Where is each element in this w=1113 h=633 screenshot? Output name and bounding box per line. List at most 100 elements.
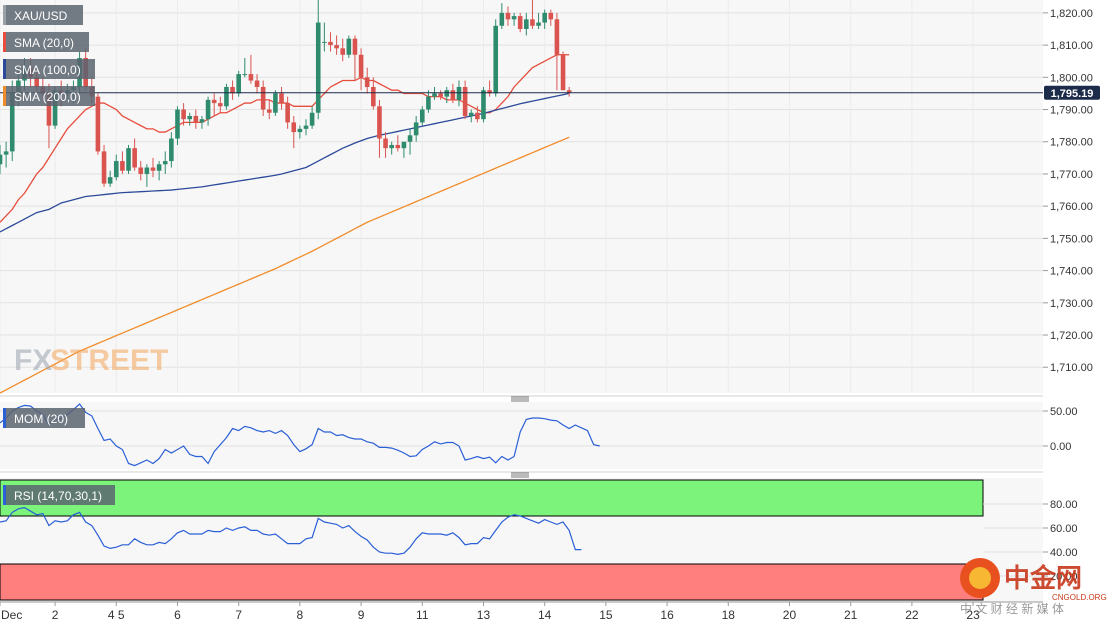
legend-mom-label: MOM (20) — [14, 412, 68, 426]
x-tick-label: 23 — [966, 608, 980, 622]
candle-body — [389, 144, 394, 149]
candle-body — [438, 93, 443, 97]
rsi-tick-label: 80.00 — [1050, 499, 1078, 511]
candle-body — [401, 141, 407, 149]
cngold-tagline: 中 文 财 经 新 媒 体 — [960, 601, 1064, 616]
price-tick-label: 1,800.00 — [1050, 72, 1093, 84]
candle-body — [126, 148, 131, 171]
candle-body — [181, 109, 186, 120]
candle-body — [413, 122, 419, 136]
rsi-overbought-zone — [0, 479, 984, 517]
x-tick-label: 7 — [235, 608, 242, 622]
candle-body — [3, 151, 9, 155]
candle-body — [224, 86, 229, 107]
price-axis: 1,710.00 1,720.00 1,730.00 1,740.00 1,750.00… — [1043, 8, 1093, 374]
cngold-domain: CNGOLD.ORG — [1052, 593, 1107, 602]
candle-body — [505, 12, 511, 20]
candle-body — [132, 148, 137, 168]
resize-handle-1[interactable] — [511, 396, 529, 402]
rsi-axis: 80.00 60.00 40.00 20.00 — [1043, 499, 1078, 583]
x-tick-label: 13 — [477, 608, 491, 622]
candle-body — [169, 138, 174, 162]
rsi-line — [0, 506, 582, 556]
legend-sma100-label: SMA (100,0) — [14, 63, 81, 77]
momentum-axis: 50.00 0.00 — [1043, 406, 1078, 453]
cngold-brand: 中金网 — [1004, 563, 1082, 593]
mom-tick-label: 0.00 — [1050, 441, 1071, 453]
candle-body — [34, 77, 40, 87]
candle-body — [346, 38, 352, 55]
candle-body — [218, 103, 223, 107]
rsi-oversold-zone — [0, 563, 984, 601]
candle-body — [560, 54, 566, 91]
price-tick-label: 1,730.00 — [1050, 298, 1093, 310]
candle-body — [205, 99, 211, 120]
candle-body — [315, 22, 321, 113]
price-gridlines — [0, 0, 1043, 393]
candle-body — [266, 109, 272, 113]
x-tick-label: Dec — [1, 608, 22, 622]
candle-body — [456, 86, 462, 100]
x-tick-label: 2 — [52, 608, 59, 622]
candle-body — [242, 74, 248, 76]
price-tick-label: 1,750.00 — [1050, 233, 1093, 245]
candle-body — [9, 93, 15, 152]
logo-street: STREET — [50, 344, 168, 377]
sma-line-2 — [0, 136, 570, 394]
candle-body — [254, 80, 260, 87]
candle-body — [52, 90, 58, 126]
price-tick-label: 1,760.00 — [1050, 201, 1093, 213]
price-panel — [0, 0, 1043, 393]
candle-body — [193, 115, 199, 123]
candle-body — [0, 154, 3, 165]
price-tick-label: 1,710.00 — [1050, 362, 1093, 374]
resize-handle-2[interactable] — [511, 472, 529, 478]
candle-body — [211, 99, 217, 104]
candle-body — [548, 12, 554, 20]
current-price-badge: 1,795.19 — [1044, 85, 1100, 100]
candle-body — [499, 12, 505, 26]
rsi-tick-label: 20.00 — [1050, 571, 1078, 583]
mom-tick-label: 50.00 — [1050, 406, 1078, 418]
legend-rsi: RSI (14,70,30,1) — [3, 485, 115, 505]
candle-body — [273, 93, 278, 113]
x-tick-label: 6 — [174, 608, 181, 622]
x-tick-label: 11 — [416, 608, 429, 622]
legend-sma200-label: SMA (200,0) — [14, 90, 81, 104]
candle-body — [199, 119, 205, 123]
candle-body — [340, 48, 346, 55]
momentum-line — [0, 403, 600, 467]
candle-body — [371, 86, 376, 107]
price-tick-label: 1,820.00 — [1050, 8, 1093, 20]
candle-body — [517, 16, 523, 29]
candle-body — [95, 96, 101, 152]
time-axis: Dec 2 4 5 6 7 8 9 11 13 14 15 16 18 20 21 22 23 — [0, 601, 1043, 622]
candle-body — [187, 115, 193, 120]
candle-body — [291, 122, 297, 133]
candle-body — [334, 45, 339, 49]
candle-body — [566, 90, 572, 93]
x-tick-label: 16 — [660, 608, 674, 622]
candle-body — [120, 161, 125, 171]
x-tick-label: 21 — [844, 608, 858, 622]
price-tick-label: 1,810.00 — [1050, 40, 1093, 52]
candle-body — [230, 86, 235, 94]
price-tick-label: 1,770.00 — [1050, 169, 1093, 181]
candle-body — [285, 103, 290, 123]
price-tick-label: 1,790.00 — [1050, 105, 1093, 117]
x-tick-label: 18 — [722, 608, 736, 622]
candle-body — [530, 19, 535, 26]
legend-mom: MOM (20) — [3, 408, 85, 428]
candle-body — [322, 41, 327, 43]
candle-body — [309, 112, 315, 126]
candle-body — [260, 86, 266, 110]
x-tick-label: 4 5 — [108, 608, 125, 622]
candle-body — [395, 144, 401, 149]
candle-body — [358, 54, 364, 78]
candle-body — [377, 106, 382, 139]
candle-body — [297, 128, 303, 133]
x-tick-label: 9 — [358, 608, 365, 622]
x-tick-label: 20 — [783, 608, 797, 622]
